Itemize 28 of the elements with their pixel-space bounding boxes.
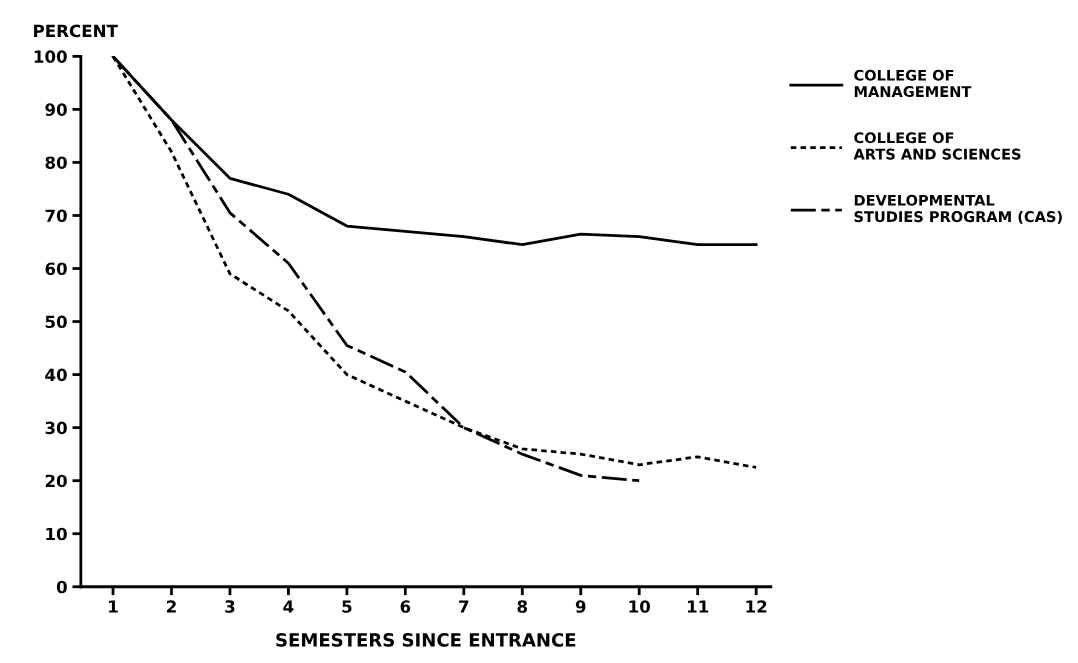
y-tick-label: 10 (46, 527, 67, 541)
y-tick-label: 70 (45, 209, 67, 223)
x-tick-label: 10 (629, 600, 651, 613)
y-axis-title: PERCENT (34, 24, 118, 38)
x-tick-label: 12 (746, 600, 767, 613)
x-tick-label: 5 (342, 600, 352, 613)
x-tick-label: 7 (459, 600, 469, 613)
x-tick-label: 6 (400, 600, 411, 613)
legend-label: DEVELOPMENTAL STUDIES PROGRAM (CAS) (854, 194, 1062, 224)
y-tick-label: 100 (34, 50, 67, 63)
x-tick-label: 2 (166, 600, 176, 613)
x-axis-title: SEMESTERS SINCE ENTRANCE (276, 633, 576, 647)
y-tick-label: 90 (45, 103, 67, 116)
y-tick-label: 60 (45, 262, 67, 276)
x-tick-label: 3 (225, 600, 235, 613)
x-tick-label: 1 (109, 600, 118, 613)
x-tick-label: 4 (283, 600, 294, 613)
y-tick-label: 20 (45, 474, 67, 488)
x-tick-label: 9 (575, 600, 586, 613)
y-tick-label: 0 (56, 580, 67, 594)
y-tick-label: 40 (45, 368, 67, 382)
x-tick-label: 8 (517, 600, 528, 613)
y-tick-label: 50 (45, 315, 67, 329)
y-tick-label: 30 (45, 421, 67, 435)
x-tick-label: 11 (687, 600, 709, 613)
legend-label: COLLEGE OF ARTS AND SCIENCES (853, 132, 1021, 160)
y-tick-label: 80 (45, 156, 67, 169)
legend-label: COLLEGE OF MANAGEMENT (854, 69, 972, 98)
